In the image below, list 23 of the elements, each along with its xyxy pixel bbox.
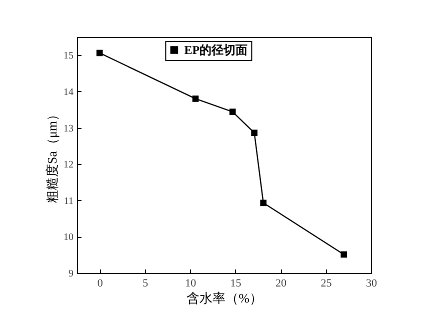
x-tick-label: 0	[97, 278, 104, 290]
point	[340, 251, 348, 258]
point	[229, 108, 236, 115]
point	[192, 96, 199, 102]
x-tick-label: 5	[142, 278, 149, 290]
x-tick-label: 15	[230, 278, 242, 290]
point	[260, 200, 267, 206]
y-tick-label: 11	[64, 196, 74, 207]
y-tick-label: 13	[64, 123, 74, 134]
y-tick-label: 10	[64, 232, 74, 244]
x-tick-label: 25	[320, 278, 332, 290]
y-tick-label: 14	[64, 86, 74, 98]
x-tick-label: 30	[366, 278, 378, 290]
x-axis-title: 含水率（%）	[186, 290, 262, 306]
point	[96, 50, 103, 56]
x-tick-label: 10	[185, 278, 197, 290]
y-tick-label: 9	[68, 268, 74, 280]
y-tick-label: 12	[64, 160, 74, 171]
point	[251, 130, 258, 136]
y-tick-label: 15	[64, 50, 74, 62]
x-tick-label: 20	[276, 278, 288, 290]
legend-label: EP的径切面	[184, 43, 248, 57]
y-axis-title: 粗糙度Sa（μm）	[44, 108, 60, 204]
